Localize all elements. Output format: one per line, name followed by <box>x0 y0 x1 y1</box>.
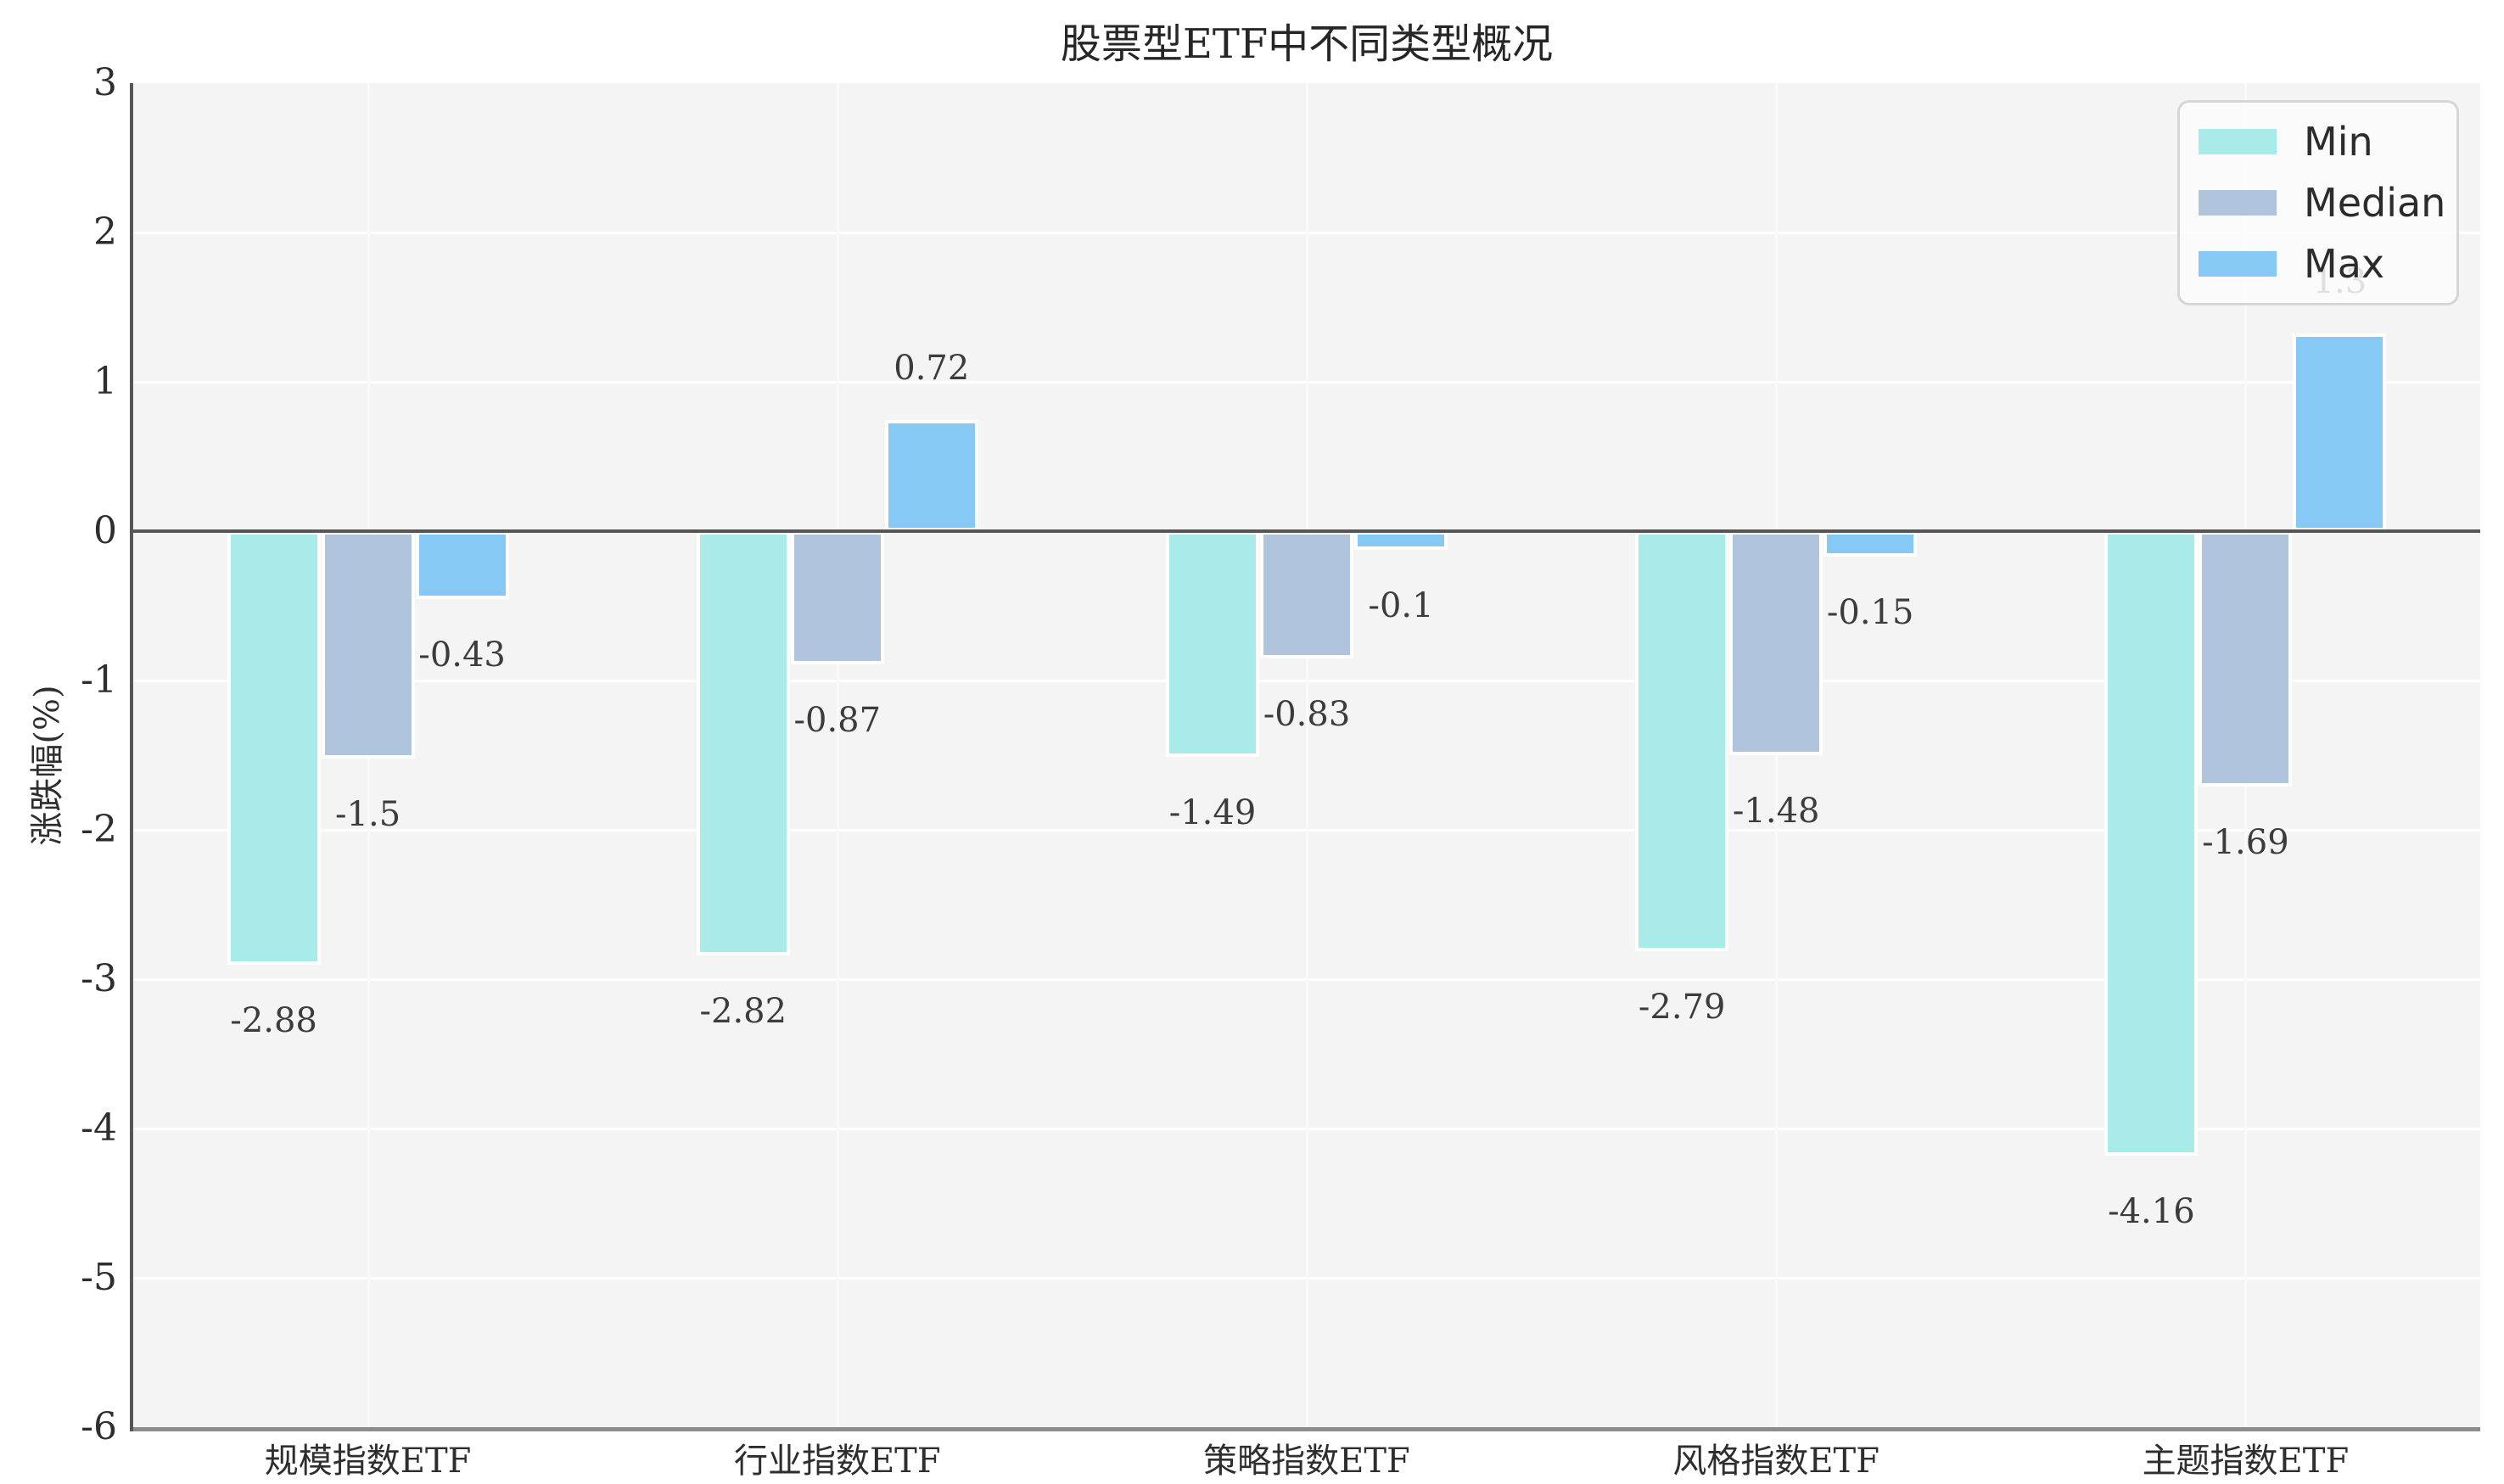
x-tick-label: 规模指数ETF <box>264 1442 472 1481</box>
x-tick-label: 行业指数ETF <box>733 1442 941 1481</box>
bar-median-1 <box>321 531 415 759</box>
bar-value-label: -0.15 <box>1826 593 1914 633</box>
v-gridline <box>1306 83 1308 1427</box>
bar-median-3 <box>1260 531 1353 659</box>
legend-item-max: Max <box>2199 233 2456 294</box>
bar-median-4 <box>1729 531 1823 756</box>
bar-value-label: -2.88 <box>230 1000 317 1040</box>
bar-value-label: -1.69 <box>2202 823 2289 863</box>
bar-min-2 <box>696 531 790 956</box>
legend-label: Median <box>2304 180 2446 226</box>
bar-value-label: -0.43 <box>418 635 506 675</box>
bar-value-label: -0.1 <box>1368 585 1434 625</box>
bar-max-2 <box>884 420 978 531</box>
bar-value-label: 0.72 <box>893 349 970 389</box>
y-tick-label: -2 <box>81 808 117 851</box>
bar-value-label: -1.48 <box>1732 792 1820 832</box>
bar-value-label: -1.5 <box>335 795 401 834</box>
bar-min-5 <box>2104 531 2199 1156</box>
y-tick-label: -3 <box>81 957 117 1000</box>
y-tick-label: 0 <box>93 509 117 552</box>
bar-value-label: -0.83 <box>1263 695 1351 735</box>
legend-swatch-min <box>2199 129 2277 154</box>
bar-value-label: -2.82 <box>699 992 787 1032</box>
v-gridline <box>836 83 839 1427</box>
bar-min-4 <box>1635 531 1729 952</box>
y-tick-label: -5 <box>81 1256 117 1299</box>
legend-item-median: Median <box>2199 172 2456 233</box>
bar-max-4 <box>1823 531 1918 557</box>
y-tick-label: 2 <box>93 210 117 254</box>
chart-title: 股票型ETF中不同类型概况 <box>1060 20 1554 68</box>
legend-swatch-median <box>2199 190 2277 216</box>
bar-median-5 <box>2199 531 2293 787</box>
y-tick-label: -1 <box>81 658 117 702</box>
y-tick-label: -4 <box>81 1106 117 1150</box>
y-tick-label: 1 <box>93 360 117 403</box>
legend-item-min: Min <box>2199 111 2456 172</box>
y-axis-spine <box>130 83 133 1431</box>
bar-min-1 <box>227 531 321 965</box>
x-tick-label: 策略指数ETF <box>1203 1442 1410 1481</box>
bar-value-label: -2.79 <box>1638 988 1726 1028</box>
bar-min-3 <box>1166 531 1259 758</box>
x-tick-label: 主题指数ETF <box>2142 1442 2350 1481</box>
bar-max-3 <box>1354 531 1448 550</box>
x-tick-label: 风格指数ETF <box>1672 1442 1879 1481</box>
y-tick-label: 3 <box>93 61 117 104</box>
legend-swatch-max <box>2199 251 2277 277</box>
zero-baseline <box>133 529 2480 533</box>
bar-value-label: -0.87 <box>793 701 882 741</box>
y-tick-label: -6 <box>81 1405 117 1448</box>
bar-max-1 <box>415 531 509 599</box>
legend: Min Median Max <box>2177 100 2459 305</box>
bar-value-label: -1.49 <box>1168 793 1257 833</box>
legend-label: Max <box>2304 241 2385 287</box>
legend-label: Min <box>2304 119 2373 165</box>
bar-max-5 <box>2293 333 2387 531</box>
bar-value-label: -4.16 <box>2108 1192 2195 1232</box>
x-axis-spine <box>133 1427 2480 1431</box>
bar-median-2 <box>790 531 884 665</box>
